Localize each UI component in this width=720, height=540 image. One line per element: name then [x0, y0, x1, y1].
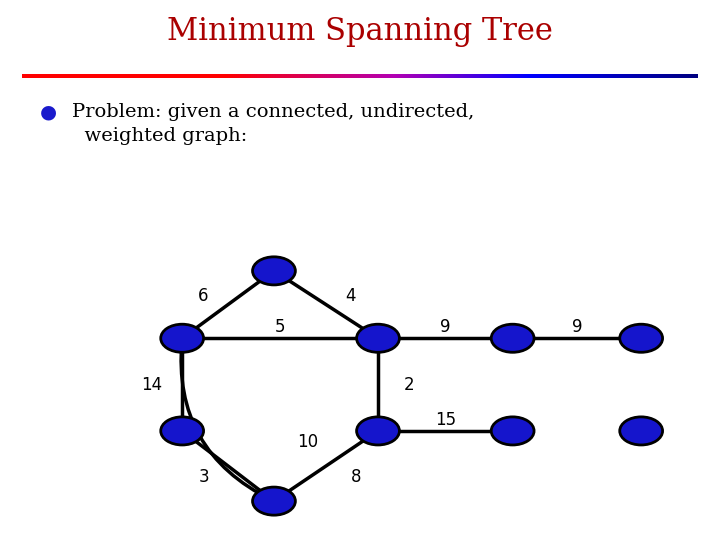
Ellipse shape — [161, 324, 204, 352]
Text: 14: 14 — [141, 376, 162, 394]
Text: 5: 5 — [275, 318, 285, 336]
Text: 3: 3 — [198, 468, 209, 486]
Text: 9: 9 — [440, 318, 451, 336]
Ellipse shape — [253, 487, 295, 515]
Text: 8: 8 — [351, 468, 362, 486]
Ellipse shape — [161, 417, 204, 445]
Ellipse shape — [356, 417, 400, 445]
Text: ●: ● — [40, 103, 57, 122]
Text: 9: 9 — [572, 318, 582, 336]
Text: weighted graph:: weighted graph: — [72, 127, 247, 145]
Text: Minimum Spanning Tree: Minimum Spanning Tree — [167, 16, 553, 47]
Text: Problem: given a connected, undirected,: Problem: given a connected, undirected, — [72, 103, 474, 120]
Text: 2: 2 — [403, 376, 414, 394]
FancyArrowPatch shape — [181, 341, 271, 500]
Ellipse shape — [491, 417, 534, 445]
Text: 4: 4 — [345, 287, 356, 305]
Text: 6: 6 — [198, 287, 209, 305]
Ellipse shape — [620, 324, 662, 352]
Ellipse shape — [356, 324, 400, 352]
Text: 10: 10 — [297, 433, 318, 451]
Text: 15: 15 — [435, 411, 456, 429]
Ellipse shape — [253, 257, 295, 285]
Ellipse shape — [491, 324, 534, 352]
Ellipse shape — [620, 417, 662, 445]
